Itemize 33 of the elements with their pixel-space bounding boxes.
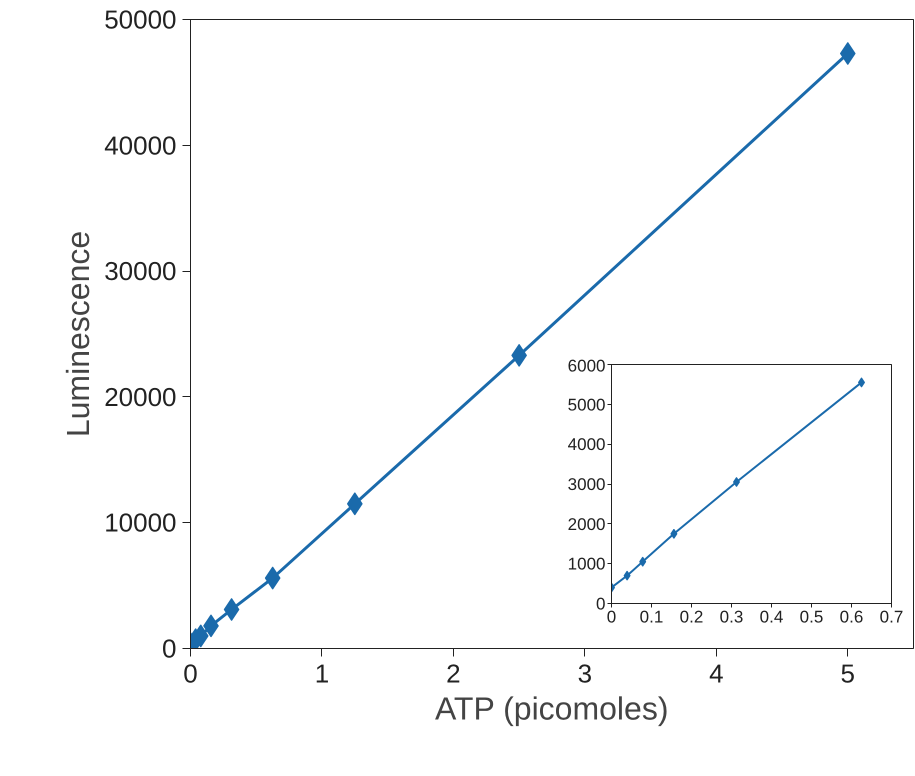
y-tick-label: 6000: [568, 356, 606, 376]
x-tick-label: 1: [314, 658, 330, 688]
point: [840, 42, 856, 65]
point: [346, 492, 363, 516]
y-tick-label: 5000: [568, 395, 606, 414]
point: [624, 570, 631, 581]
y-tick-label: 0: [162, 634, 177, 664]
point: [670, 528, 678, 539]
x-tick-label: 2: [446, 658, 461, 688]
x-tick-label: 0: [183, 658, 198, 688]
y-tick-label: 50000: [104, 4, 177, 34]
y-tick-label: 4000: [568, 435, 606, 454]
x-tick-label: 3: [578, 658, 592, 688]
y-tick-label: 3000: [568, 475, 606, 494]
y-tick-label: 10000: [104, 508, 177, 538]
x-tick-label: 0.7: [880, 608, 904, 626]
y-tick-label: 2000: [568, 514, 606, 534]
x-tick-label: 5: [840, 658, 856, 688]
y-tick-label: 40000: [104, 130, 177, 160]
y-axis-title: Luminescence: [60, 230, 96, 438]
y-tick-label: 30000: [104, 256, 177, 286]
x-tick-label: 0.5: [800, 608, 824, 626]
point: [639, 556, 646, 567]
x-tick-label: 0.4: [760, 608, 784, 626]
x-tick-label: 0.6: [840, 608, 864, 626]
x-tick-label: 4: [709, 658, 724, 688]
x-axis-title: ATP (picomoles): [434, 690, 668, 726]
y-tick-label: 0: [596, 594, 606, 614]
x-tick-label: 0.2: [680, 608, 704, 626]
y-tick-label: 20000: [104, 382, 177, 412]
x-tick-label: 0.1: [640, 608, 664, 626]
x-tick-label: 0.3: [720, 608, 744, 626]
y-tick-label: 1000: [568, 554, 606, 574]
